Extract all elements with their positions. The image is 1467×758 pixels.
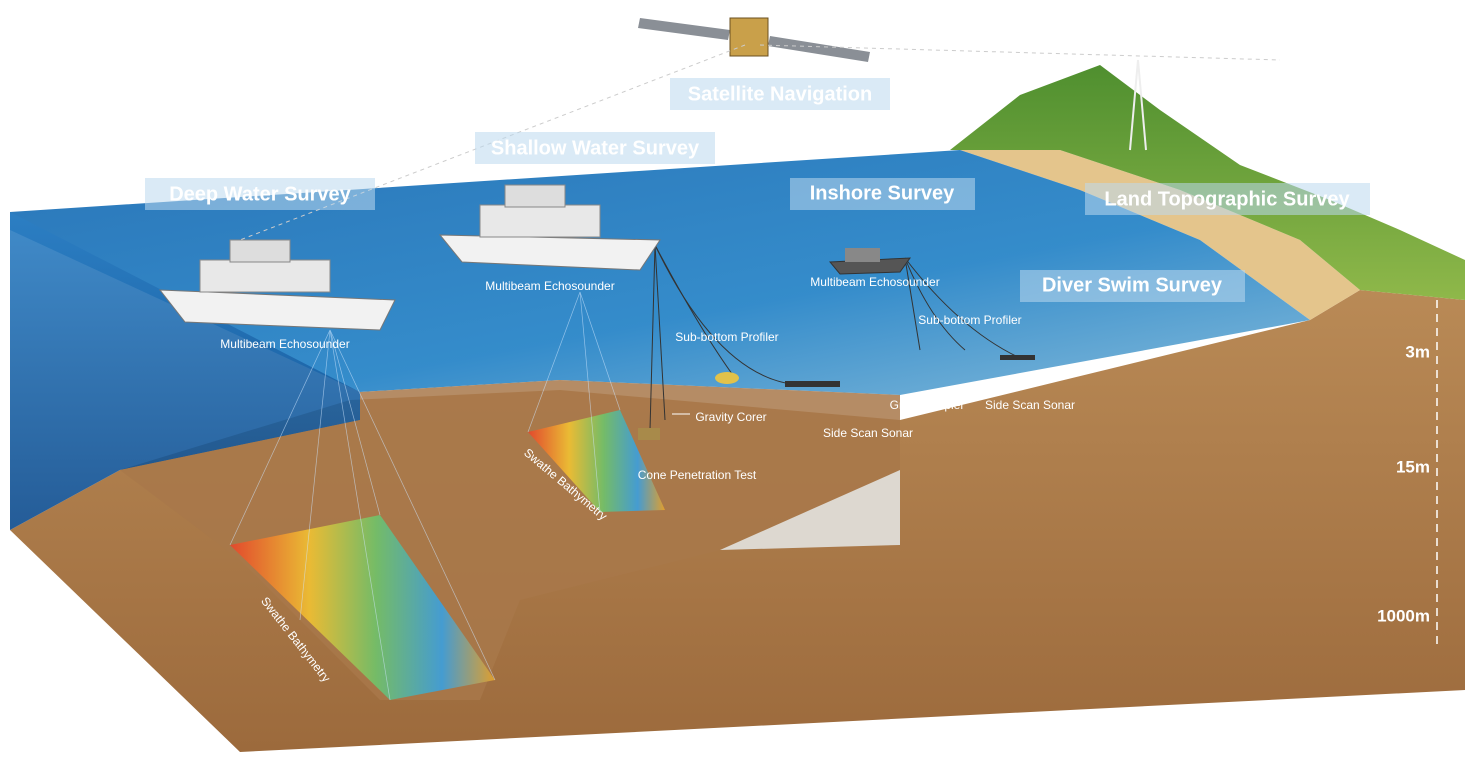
swathe-patch xyxy=(230,515,495,700)
survey-title: Deep Water Survey xyxy=(169,183,351,205)
tower xyxy=(1129,59,1147,151)
hill xyxy=(950,65,1465,300)
equipment-label: Multibeam Echosounder xyxy=(810,275,939,289)
equipment-label: Multibeam Echosounder xyxy=(220,337,349,351)
equipment-label: Side Scan Sonar xyxy=(823,426,913,440)
ship xyxy=(438,184,661,271)
gravity-corer xyxy=(638,428,660,440)
title-box xyxy=(145,178,375,210)
ship xyxy=(158,239,396,331)
swathe-patch xyxy=(528,410,665,512)
side-scan-sonar xyxy=(1000,355,1035,360)
side-scan-sonar xyxy=(785,381,840,387)
depth-marker: 15m xyxy=(1396,457,1430,476)
survey-title: Land Topographic Survey xyxy=(1104,188,1350,210)
water-front xyxy=(10,212,360,530)
survey-title: Satellite Navigation xyxy=(688,83,873,105)
tow-lines xyxy=(649,244,1021,431)
depth-marker: 1000m xyxy=(1377,606,1430,625)
equipment-label: Gravity Corer xyxy=(695,410,766,424)
sonar-beams xyxy=(229,291,621,701)
title-box xyxy=(790,178,975,210)
equipment-label: Side Scan Sonar xyxy=(985,398,1075,412)
title-box xyxy=(670,78,890,110)
beach xyxy=(960,150,1360,320)
equipment-label: Grab Sampler xyxy=(890,398,965,412)
survey-title: Shallow Water Survey xyxy=(491,137,700,159)
equipment-label: Sub-bottom Profiler xyxy=(918,313,1021,327)
depth-marker: 3m xyxy=(1405,342,1430,361)
sub-bottom-profiler xyxy=(715,372,739,384)
equipment-label: Sub-bottom Profiler xyxy=(675,330,778,344)
title-box xyxy=(1085,183,1370,215)
equipment-label: Multibeam Echosounder xyxy=(485,279,614,293)
title-box xyxy=(1020,270,1245,302)
water-surface xyxy=(10,150,1310,395)
equipment-label: Cone Penetration Test xyxy=(638,468,757,482)
ship xyxy=(828,248,912,275)
survey-title: Inshore Survey xyxy=(810,182,955,204)
title-box xyxy=(475,132,715,164)
sediment-cut xyxy=(720,470,900,550)
survey-title: Diver Swim Survey xyxy=(1042,274,1223,296)
